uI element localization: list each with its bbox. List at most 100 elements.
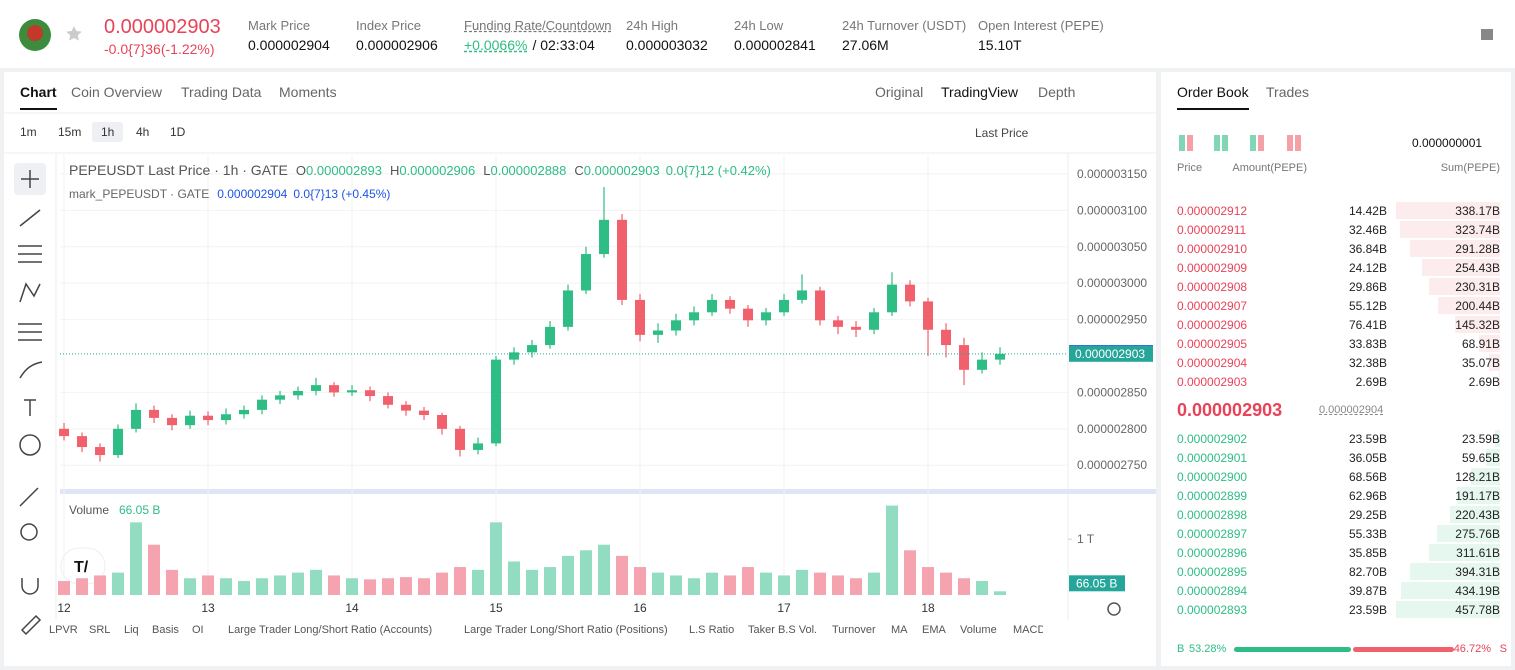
ob-price[interactable]: 0.000002902 xyxy=(1177,432,1248,446)
ob-precision[interactable]: 0.000000001 xyxy=(1412,136,1483,150)
ob-price[interactable]: 0.000002904 xyxy=(1177,356,1248,370)
ob-price[interactable]: 0.000002899 xyxy=(1177,489,1248,503)
volume-bar xyxy=(490,522,503,595)
volume-bar xyxy=(544,567,557,595)
indicator-tab[interactable]: Volume xyxy=(960,624,997,636)
volume-bar xyxy=(814,572,827,595)
candle-body xyxy=(671,320,682,331)
ob-sum: 23.59B xyxy=(1461,432,1500,446)
candle-body xyxy=(527,345,538,353)
candle-body xyxy=(599,219,610,255)
ob-price[interactable]: 0.000002910 xyxy=(1177,242,1248,256)
ob-price[interactable]: 0.000002895 xyxy=(1177,565,1248,579)
ob-sum: 128.21B xyxy=(1455,470,1500,484)
ob-sum: 220.43B xyxy=(1455,508,1500,522)
interval[interactable]: 4h xyxy=(136,125,150,139)
stat-value: 0.000002906 xyxy=(356,37,438,53)
ohlc-value: 0.000002903 xyxy=(583,163,660,178)
interval[interactable]: 1h xyxy=(92,122,124,142)
volume-tick-label: 1 T xyxy=(1077,532,1095,546)
ob-price[interactable]: 0.000002907 xyxy=(1177,299,1248,313)
ob-price[interactable]: 0.000002903 xyxy=(1177,375,1248,389)
indicator-tab[interactable]: Taker B.S Vol. xyxy=(748,624,818,636)
indicator-tab[interactable]: Large Trader Long/Short Ratio (Positions… xyxy=(464,624,668,636)
view-tab[interactable]: Depth xyxy=(1038,84,1076,100)
ob-layout-icon[interactable] xyxy=(1250,135,1264,151)
interval[interactable]: 1D xyxy=(170,125,186,139)
volume-bar xyxy=(652,572,665,595)
ob-layout-icon[interactable] xyxy=(1287,135,1301,151)
chart-tab[interactable]: Chart xyxy=(20,84,57,110)
ob-price[interactable]: 0.000002906 xyxy=(1177,318,1248,332)
favorite-star[interactable] xyxy=(64,24,84,44)
ob-price[interactable]: 0.000002896 xyxy=(1177,546,1248,560)
volume-bar xyxy=(832,575,845,595)
indicator-tab[interactable]: MACD xyxy=(1013,624,1043,636)
candle-body xyxy=(977,359,988,370)
interval[interactable]: 15m xyxy=(58,125,82,139)
volume-bar xyxy=(868,572,881,595)
ob-price[interactable]: 0.000002912 xyxy=(1177,204,1248,218)
indicator-tab[interactable]: Basis xyxy=(152,624,179,636)
volume-bar xyxy=(148,544,161,595)
candle-body xyxy=(959,345,970,370)
volume-bar xyxy=(76,578,89,595)
indicator-tab[interactable]: OI xyxy=(192,624,204,636)
interval[interactable]: 1m xyxy=(20,125,37,139)
price-type[interactable]: Last Price xyxy=(975,126,1029,140)
ob-sum: 145.32B xyxy=(1455,318,1500,332)
ob-price[interactable]: 0.000002905 xyxy=(1177,337,1248,351)
ob-amount: 33.83B xyxy=(1348,337,1387,351)
depth-bar xyxy=(1401,582,1500,599)
legend-main: PEPEUSDT Last Price · 1h · GATE O0.000002… xyxy=(69,162,771,178)
ob-price[interactable]: 0.000002897 xyxy=(1177,527,1248,541)
ob-tab[interactable]: Order Book xyxy=(1177,84,1249,110)
volume-bar xyxy=(454,567,467,595)
volume-bar xyxy=(670,575,683,595)
indicator-tab[interactable]: Liq xyxy=(124,624,139,636)
indicator-tab[interactable]: L.S Ratio xyxy=(689,624,735,636)
ob-sum: 457.78B xyxy=(1455,603,1500,617)
view-tab[interactable]: TradingView xyxy=(941,84,1019,100)
ob-amount: 68.56B xyxy=(1348,470,1387,484)
candle-body xyxy=(995,353,1006,360)
indicator-tab[interactable]: Turnover xyxy=(832,624,876,636)
candle-body xyxy=(581,254,592,291)
ob-price[interactable]: 0.000002908 xyxy=(1177,280,1248,294)
indicator-tab[interactable]: LPVR xyxy=(49,624,78,636)
chart-tab[interactable]: Coin Overview xyxy=(71,84,163,100)
stat-value: 27.06M xyxy=(842,37,889,53)
indicator-tab[interactable]: Large Trader Long/Short Ratio (Accounts) xyxy=(228,624,433,636)
ob-price[interactable]: 0.000002900 xyxy=(1177,470,1248,484)
indicator-tab[interactable]: EMA xyxy=(922,624,946,636)
chart-tab[interactable]: Moments xyxy=(279,84,337,100)
ob-price[interactable]: 0.000002898 xyxy=(1177,508,1248,522)
ob-sum: 68.91B xyxy=(1461,337,1500,351)
volume-bar xyxy=(940,572,953,595)
ob-price[interactable]: 0.000002911 xyxy=(1177,223,1247,237)
ohlc-key: L xyxy=(483,163,491,178)
candle-body xyxy=(689,312,700,321)
candle-body xyxy=(923,301,934,330)
volume-bar xyxy=(724,575,737,595)
indicator-tab[interactable]: SRL xyxy=(89,624,111,636)
ob-amount: 23.59B xyxy=(1348,432,1387,446)
ob-price[interactable]: 0.000002893 xyxy=(1177,603,1248,617)
volume-bar xyxy=(580,550,593,595)
ob-price[interactable]: 0.000002894 xyxy=(1177,584,1248,598)
volume-bar xyxy=(706,572,719,595)
view-tab[interactable]: Original xyxy=(875,84,924,100)
ob-layout-icon[interactable] xyxy=(1179,135,1193,151)
depth-bar xyxy=(1396,202,1500,219)
chart-tab[interactable]: Trading Data xyxy=(181,84,262,100)
ob-price[interactable]: 0.000002909 xyxy=(1177,261,1248,275)
settings-icon[interactable] xyxy=(1480,28,1496,42)
depth-bar xyxy=(1410,563,1500,580)
indicator-tab[interactable]: MA xyxy=(891,624,908,636)
volume-bar xyxy=(184,578,197,595)
ob-layout-icon[interactable] xyxy=(1214,135,1228,151)
ob-amount: 55.33B xyxy=(1348,527,1387,541)
ob-tab[interactable]: Trades xyxy=(1266,84,1310,100)
ob-price[interactable]: 0.000002901 xyxy=(1177,451,1248,465)
